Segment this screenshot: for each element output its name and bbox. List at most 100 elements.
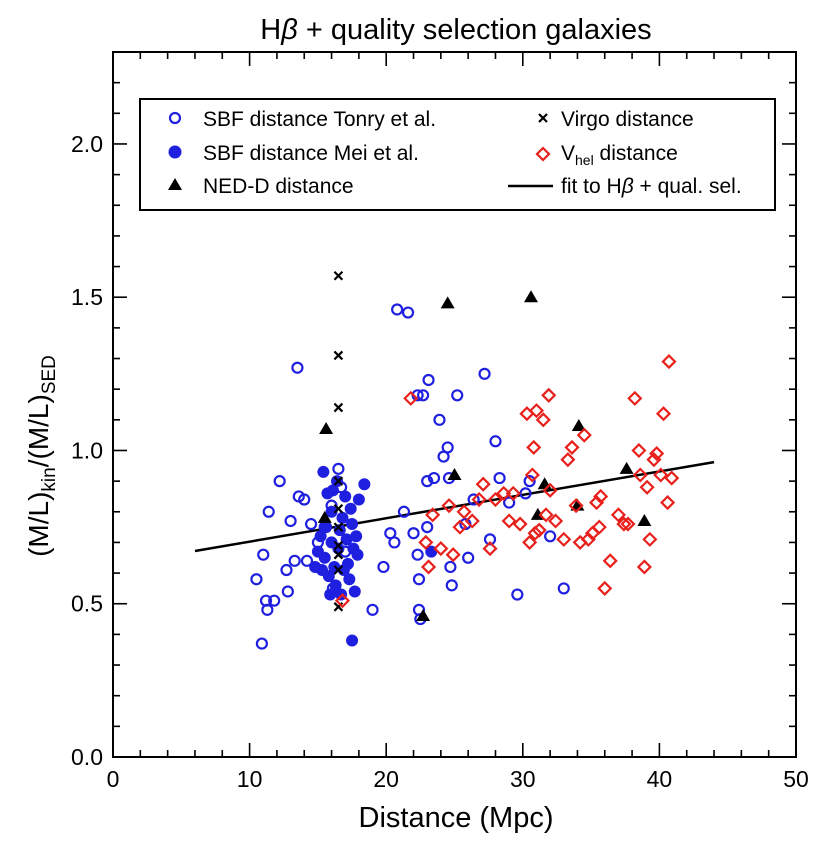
point-filled-circle — [320, 521, 333, 534]
legend-box — [139, 98, 776, 211]
point-filled-circle — [346, 518, 359, 531]
y-tick-label: 1.0 — [71, 437, 103, 463]
point-filled-triangle — [447, 468, 462, 480]
point-filled-triangle — [637, 513, 652, 526]
point-open-circle — [377, 560, 390, 574]
point-open-diamond — [505, 485, 521, 501]
point-x — [333, 549, 344, 560]
point-open-diamond — [653, 467, 669, 483]
point-open-diamond — [418, 534, 434, 550]
point-open-diamond — [524, 467, 540, 483]
point-open-circle — [280, 563, 293, 577]
point-filled-triangle — [537, 477, 552, 490]
point-open-diamond — [334, 593, 351, 609]
data-points — [250, 270, 680, 650]
x-axis-label: Distance (Mpc) — [359, 802, 554, 834]
point-open-circle — [261, 603, 274, 616]
point-open-diamond — [538, 507, 554, 523]
point-open-diamond — [642, 531, 658, 547]
point-open-circle — [422, 373, 435, 387]
point-open-diamond — [441, 498, 457, 514]
point-filled-triangle — [319, 422, 334, 435]
point-open-circle — [441, 441, 454, 454]
legend-label-fit: fit to Hβ + qual. sel. — [561, 175, 742, 198]
point-open-circle — [332, 462, 345, 475]
point-open-circle — [412, 573, 426, 586]
point-open-diamond — [456, 504, 472, 520]
point-open-diamond — [597, 580, 613, 596]
point-x — [333, 350, 344, 361]
point-open-diamond — [527, 525, 543, 541]
point-open-diamond — [580, 531, 596, 547]
point-filled-circle — [348, 585, 361, 598]
point-open-circle — [298, 493, 311, 506]
point-open-circle — [421, 521, 434, 534]
point-open-circle — [407, 527, 420, 540]
point-open-circle — [281, 585, 294, 598]
point-open-circle — [273, 475, 286, 488]
y-tick-label: 2.0 — [71, 131, 103, 157]
point-filled-circle — [314, 530, 327, 543]
point-open-circle — [366, 603, 379, 616]
point-open-diamond — [591, 519, 607, 535]
chart-title: Hβ + quality selection galaxies — [260, 14, 651, 46]
point-open-diamond — [560, 452, 576, 468]
point-filled-circle — [339, 490, 352, 503]
point-filled-triangle — [523, 290, 538, 303]
point-open-diamond — [420, 559, 437, 575]
point-open-diamond — [589, 495, 605, 511]
point-open-circle — [421, 475, 434, 488]
point-open-circle — [444, 560, 457, 574]
point-open-diamond — [445, 547, 461, 563]
x-tick-label: 30 — [510, 766, 536, 792]
point-x — [333, 522, 344, 532]
point-open-diamond — [610, 507, 626, 523]
point-open-diamond — [632, 467, 648, 483]
point-open-diamond — [564, 439, 580, 455]
point-open-diamond — [602, 553, 618, 569]
legend-label-sbf-mei: SBF distance Mei et al. — [203, 142, 419, 165]
point-x — [333, 402, 344, 413]
point-open-circle — [544, 530, 557, 543]
point-open-circle — [478, 367, 491, 380]
point-open-circle — [411, 548, 424, 561]
point-open-circle — [462, 551, 475, 564]
point-open-diamond — [593, 488, 609, 505]
point-open-diamond — [531, 522, 547, 538]
point-open-diamond — [576, 427, 592, 443]
x-tick-label: 0 — [107, 766, 120, 792]
point-open-diamond — [620, 516, 636, 532]
point-filled-circle — [340, 533, 353, 546]
point-open-diamond — [655, 406, 672, 422]
point-open-diamond — [471, 491, 487, 508]
point-open-diamond — [664, 470, 680, 486]
y-tick-label: 1.5 — [71, 284, 103, 310]
point-open-diamond — [433, 541, 449, 557]
point-open-diamond — [541, 387, 557, 403]
point-x — [333, 476, 344, 486]
point-open-diamond — [542, 482, 558, 498]
point-open-diamond — [568, 498, 584, 514]
point-open-diamond — [475, 476, 491, 492]
point-open-circle — [433, 413, 446, 426]
point-open-diamond — [649, 445, 665, 462]
point-filled-triangle — [440, 296, 455, 309]
point-open-diamond — [661, 354, 677, 370]
point-filled-circle — [317, 465, 330, 478]
point-filled-triangle — [571, 418, 586, 431]
point-open-circle — [268, 594, 281, 607]
legend-label-ned: NED-D distance — [203, 175, 354, 198]
point-x — [333, 565, 344, 575]
point-open-circle — [416, 389, 430, 402]
x-tick-label: 10 — [237, 766, 263, 792]
point-open-diamond — [487, 491, 504, 508]
point-filled-circle — [324, 588, 337, 601]
point-open-diamond — [627, 390, 643, 406]
plot-frame — [112, 51, 797, 758]
point-filled-circle — [329, 579, 342, 592]
point-open-circle — [255, 637, 268, 650]
point-open-circle — [557, 582, 570, 595]
point-open-circle — [511, 588, 524, 601]
point-open-circle — [288, 554, 301, 567]
point-open-diamond — [616, 516, 632, 532]
